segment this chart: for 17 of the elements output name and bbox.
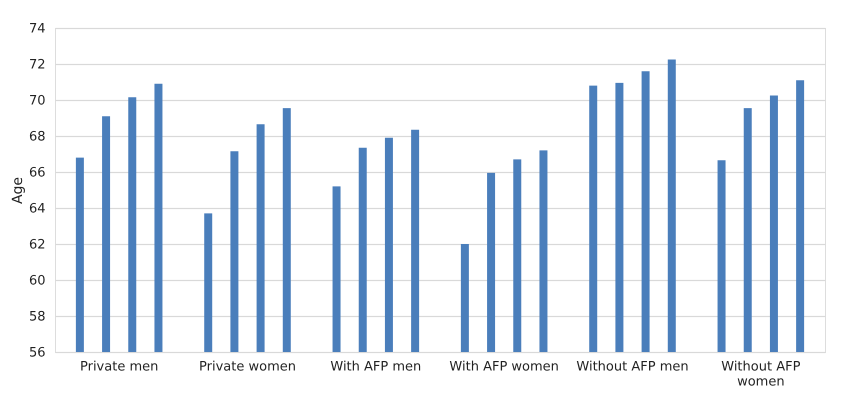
y-tick-label: 60 (28, 274, 46, 288)
y-tick-label: 62 (28, 238, 46, 252)
x-tick-label: Without AFP women (721, 360, 801, 390)
x-tick-label: Without AFP men (576, 360, 689, 374)
y-tick-label: 72 (28, 58, 46, 72)
y-tick-label: 70 (28, 94, 46, 108)
y-tick-label: 74 (28, 22, 46, 36)
y-axis-title: Age (10, 176, 26, 204)
y-tick-label: 58 (28, 310, 46, 324)
x-tick-label: Private women (199, 360, 296, 374)
y-tick-label: 56 (28, 346, 46, 360)
x-tick-label: With AFP women (449, 360, 559, 374)
y-tick-label: 66 (28, 166, 46, 180)
y-tick-label: 68 (28, 130, 46, 144)
y-tick-label: 64 (28, 202, 46, 216)
x-tick-label: With AFP men (330, 360, 422, 374)
x-tick-label: Private men (80, 360, 158, 374)
